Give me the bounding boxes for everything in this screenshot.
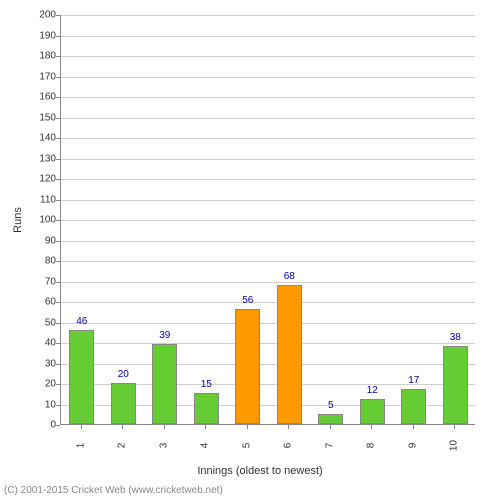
bar xyxy=(277,285,302,424)
plot-area: 46 20 39 15 56 68 5 12 17 38 xyxy=(60,15,475,425)
y-tick-label: 50 xyxy=(26,317,56,328)
y-tick-label: 160 xyxy=(26,92,56,103)
bar-value-label: 20 xyxy=(118,369,129,380)
bar-value-label: 5 xyxy=(328,400,334,411)
y-tick-label: 130 xyxy=(26,153,56,164)
y-tick-label: 90 xyxy=(26,235,56,246)
bar xyxy=(69,330,94,424)
bar xyxy=(111,383,136,424)
y-tick-label: 150 xyxy=(26,112,56,123)
x-tick-label: 3 xyxy=(158,443,169,449)
y-tick-label: 60 xyxy=(26,297,56,308)
y-tick-label: 80 xyxy=(26,256,56,267)
y-tick-label: 30 xyxy=(26,358,56,369)
bar-value-label: 15 xyxy=(201,379,212,390)
bar-value-label: 17 xyxy=(408,375,419,386)
y-tick-label: 70 xyxy=(26,276,56,287)
bar-value-label: 12 xyxy=(367,385,378,396)
y-tick-label: 190 xyxy=(26,30,56,41)
bar xyxy=(360,399,385,424)
x-tick-label: 4 xyxy=(200,443,211,449)
x-tick-label: 10 xyxy=(449,440,460,451)
bar xyxy=(318,414,343,424)
bar-value-label: 39 xyxy=(159,330,170,341)
x-tick-label: 5 xyxy=(241,443,252,449)
y-tick-label: 0 xyxy=(26,420,56,431)
copyright-text: (C) 2001-2015 Cricket Web (www.cricketwe… xyxy=(4,485,223,496)
y-tick-label: 120 xyxy=(26,174,56,185)
bar-value-label: 56 xyxy=(242,295,253,306)
y-tick-label: 20 xyxy=(26,379,56,390)
x-tick-label: 6 xyxy=(283,443,294,449)
bar-value-label: 46 xyxy=(76,316,87,327)
x-tick-label: 9 xyxy=(407,443,418,449)
bar-value-label: 68 xyxy=(284,271,295,282)
y-tick-label: 40 xyxy=(26,338,56,349)
chart-container: 4620391556685121738 01020304050607080901… xyxy=(0,0,500,500)
y-tick-label: 200 xyxy=(26,10,56,21)
bar xyxy=(152,344,177,424)
y-tick-label: 110 xyxy=(26,194,56,205)
x-tick-label: 2 xyxy=(117,443,128,449)
bar xyxy=(443,346,468,424)
x-axis-label: Innings (oldest to newest) xyxy=(197,465,322,477)
y-tick-label: 170 xyxy=(26,71,56,82)
bar xyxy=(235,309,260,424)
x-tick-label: 8 xyxy=(366,443,377,449)
y-tick-label: 140 xyxy=(26,133,56,144)
y-tick-label: 180 xyxy=(26,51,56,62)
x-tick-label: 1 xyxy=(75,443,86,449)
bar-value-label: 38 xyxy=(450,332,461,343)
y-tick-label: 100 xyxy=(26,215,56,226)
y-tick-label: 10 xyxy=(26,399,56,410)
x-tick-label: 7 xyxy=(324,443,335,449)
bar xyxy=(194,393,219,424)
bars-container: 46 20 39 15 56 68 5 12 17 38 xyxy=(61,15,475,424)
bar xyxy=(401,389,426,424)
y-axis-label: Runs xyxy=(12,207,24,233)
